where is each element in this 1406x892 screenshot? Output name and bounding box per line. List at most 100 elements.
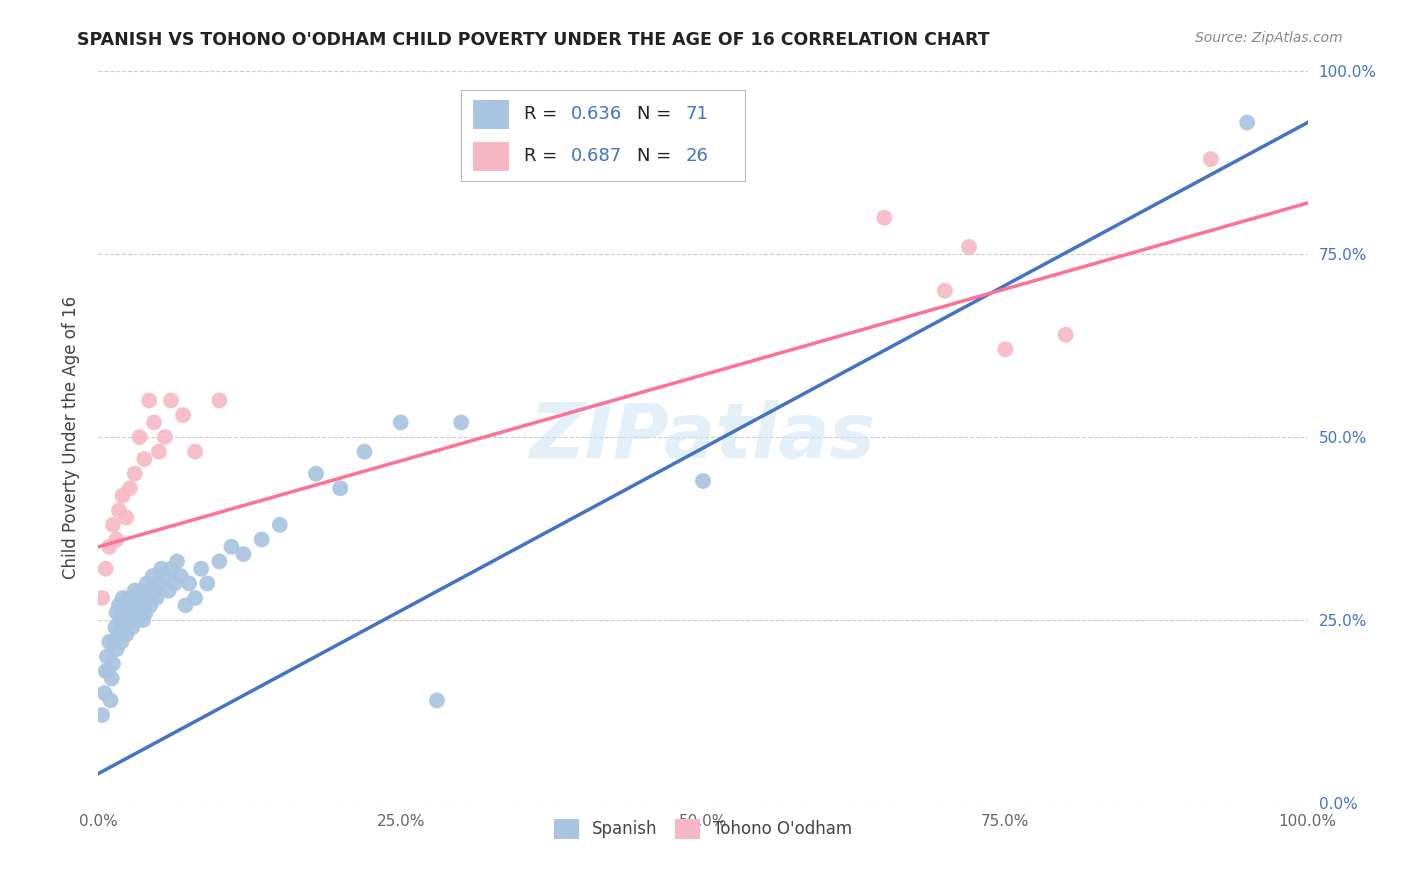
- Point: [100, 693, 122, 707]
- Y-axis label: Child Poverty Under the Age of 16: Child Poverty Under the Age of 16: [62, 295, 80, 579]
- Point: [135, 606, 157, 620]
- Point: [111, 489, 134, 503]
- Point: [124, 583, 146, 598]
- Point: [108, 503, 131, 517]
- Point: [108, 613, 131, 627]
- Point: [934, 284, 956, 298]
- Point: [129, 583, 152, 598]
- Point: [1236, 115, 1258, 129]
- Point: [117, 606, 139, 620]
- Point: [118, 481, 141, 495]
- Point: [91, 708, 114, 723]
- Point: [131, 599, 153, 613]
- Point: [134, 591, 156, 605]
- Point: [127, 591, 149, 605]
- Point: [97, 664, 120, 678]
- Point: [389, 416, 412, 430]
- Point: [114, 599, 136, 613]
- Point: [112, 613, 135, 627]
- Point: [148, 576, 170, 591]
- Point: [169, 569, 191, 583]
- Point: [127, 613, 149, 627]
- Point: [107, 627, 129, 641]
- Point: [160, 562, 183, 576]
- Point: [153, 569, 176, 583]
- Point: [128, 606, 150, 620]
- Point: [1054, 327, 1077, 342]
- Point: [163, 576, 186, 591]
- Point: [250, 533, 273, 547]
- Point: [120, 599, 142, 613]
- Point: [221, 540, 243, 554]
- Point: [121, 620, 143, 634]
- Point: [135, 576, 157, 591]
- Point: [166, 554, 188, 568]
- Point: [157, 583, 180, 598]
- Point: [128, 430, 150, 444]
- Point: [957, 240, 980, 254]
- Point: [143, 583, 166, 598]
- Point: [160, 393, 183, 408]
- Point: [111, 620, 134, 634]
- Point: [139, 599, 162, 613]
- Point: [353, 444, 375, 458]
- Point: [115, 627, 138, 641]
- Point: [110, 635, 132, 649]
- Point: [93, 686, 115, 700]
- Point: [305, 467, 328, 481]
- Point: [873, 211, 896, 225]
- Point: [195, 576, 218, 591]
- Point: [98, 540, 121, 554]
- Point: [124, 467, 146, 481]
- Point: [150, 562, 173, 576]
- Point: [179, 576, 201, 591]
- Point: [1199, 152, 1222, 166]
- Text: Source: ZipAtlas.com: Source: ZipAtlas.com: [1195, 31, 1343, 45]
- Point: [141, 583, 163, 598]
- Point: [269, 517, 291, 532]
- Point: [184, 591, 207, 605]
- Text: SPANISH VS TOHONO O'ODHAM CHILD POVERTY UNDER THE AGE OF 16 CORRELATION CHART: SPANISH VS TOHONO O'ODHAM CHILD POVERTY …: [77, 31, 990, 49]
- Point: [145, 591, 167, 605]
- Point: [190, 562, 212, 576]
- Point: [105, 533, 128, 547]
- Point: [138, 591, 160, 605]
- Point: [118, 591, 141, 605]
- Point: [208, 554, 231, 568]
- Point: [184, 444, 207, 458]
- Point: [142, 569, 165, 583]
- Legend: Spanish, Tohono O'odham: Spanish, Tohono O'odham: [547, 812, 859, 846]
- Point: [208, 393, 231, 408]
- Point: [122, 606, 145, 620]
- Point: [153, 430, 176, 444]
- Point: [143, 416, 166, 430]
- Point: [994, 343, 1017, 357]
- Point: [329, 481, 352, 495]
- Point: [692, 474, 714, 488]
- Point: [115, 510, 138, 524]
- Point: [138, 393, 160, 408]
- Point: [91, 591, 114, 605]
- Point: [94, 664, 117, 678]
- Point: [132, 613, 155, 627]
- Point: [105, 642, 128, 657]
- Point: [101, 517, 124, 532]
- Point: [104, 620, 127, 634]
- Point: [148, 444, 170, 458]
- Point: [94, 562, 117, 576]
- Point: [134, 452, 156, 467]
- Point: [450, 416, 472, 430]
- Point: [96, 649, 118, 664]
- Point: [101, 657, 124, 671]
- Point: [232, 547, 254, 561]
- Point: [105, 606, 128, 620]
- Point: [100, 672, 122, 686]
- Point: [111, 591, 134, 605]
- Point: [174, 599, 197, 613]
- Point: [98, 635, 121, 649]
- Point: [125, 599, 148, 613]
- Point: [172, 408, 194, 422]
- Point: [118, 613, 141, 627]
- Point: [426, 693, 449, 707]
- Point: [103, 635, 125, 649]
